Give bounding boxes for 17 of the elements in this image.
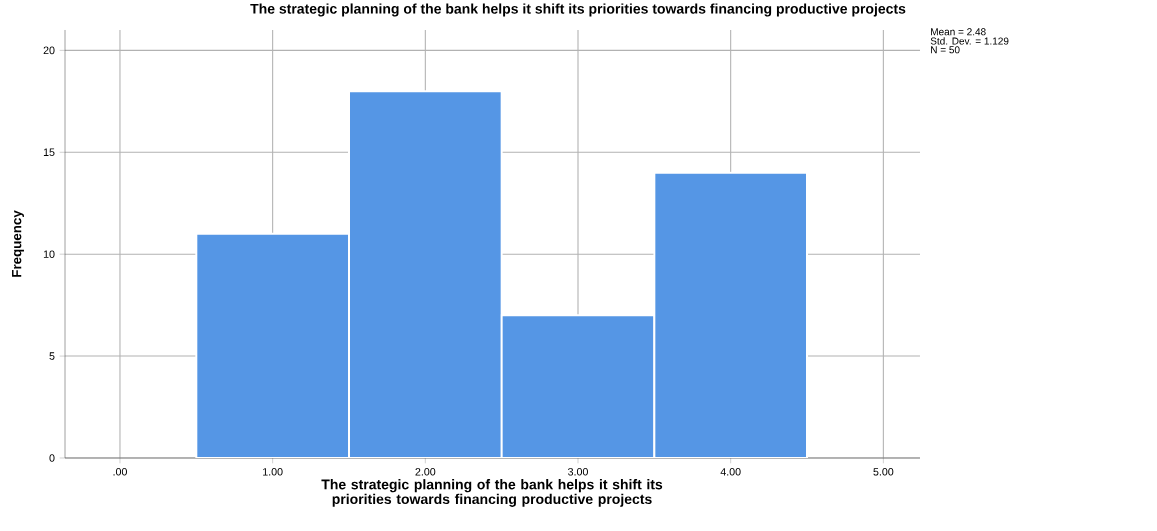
text: Std. Dev. = 1.129 [930,37,1009,45]
x-tick-label: 5.00 [873,468,894,476]
chart-title: The strategic planning of the bank helps it shift its priorities towards financing productive projects [250,3,906,17]
x-tick-label: 4.00 [720,468,741,476]
text: N = 50 [931,46,960,54]
y-tick-label: 20 [43,46,55,55]
y-axis-title: Frequency [12,210,24,277]
x-tick-label: .00 [113,468,127,476]
x-tick-label: 2.00 [415,468,436,476]
x-tick-label: 1.00 [263,468,283,476]
y-tick-label: 5 [49,352,55,360]
y-tick-label: 0 [49,454,55,462]
y-tick-label: 15 [43,148,55,156]
y-tick-label: 10 [43,250,55,258]
x-axis-title: The strategic planning of the bank helps it shift its priorities towards financing productive projects [321,479,663,507]
x-tick-label: 3.00 [568,468,588,476]
text: Mean = 2.48 [931,28,986,36]
